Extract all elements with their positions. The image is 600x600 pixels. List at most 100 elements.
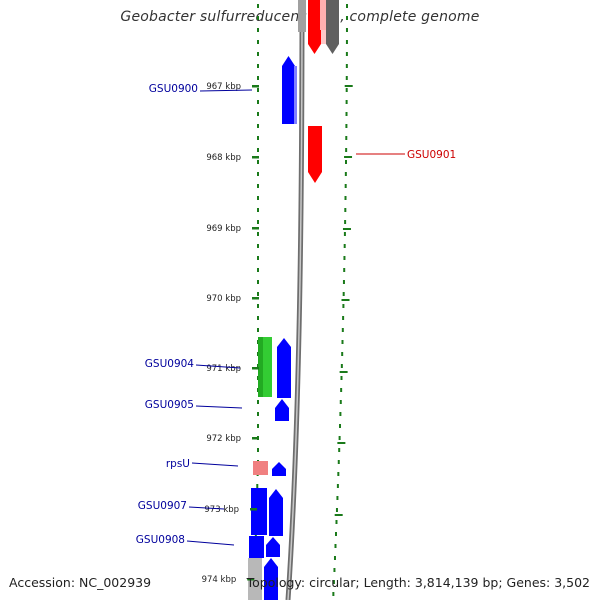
ring-dot <box>336 496 339 500</box>
ring-dot <box>257 424 259 428</box>
ring-dot <box>257 52 259 56</box>
ring-dot <box>345 136 348 140</box>
ruler-tick <box>252 156 259 159</box>
ring-dot <box>257 256 259 260</box>
position-ruler: 967 kbp 968 kbp 969 kbp 970 kbp 971 kbp 972 k… <box>202 82 259 585</box>
gene-features <box>248 56 322 600</box>
top-features <box>298 0 339 54</box>
ring-dot <box>345 40 348 44</box>
gene-label-GSU0904[interactable]: GSU0904 <box>145 358 195 370</box>
ring-dot <box>257 448 259 452</box>
top-grey-feature-left <box>298 0 306 32</box>
ring-dot <box>257 232 259 236</box>
ring-dot <box>257 316 259 320</box>
ring-dot <box>342 280 345 284</box>
ring-dot <box>257 220 259 224</box>
ring-dot <box>337 472 340 476</box>
callout-line <box>199 89 253 92</box>
ruler-tick-label: 968 kbp <box>206 153 241 163</box>
callout-line <box>188 506 225 510</box>
gene-label-rpsU[interactable]: rpsU <box>166 458 190 470</box>
gene-label-GSU0900[interactable]: GSU0900 <box>149 83 198 95</box>
ring-dot <box>257 244 259 248</box>
ring-dot <box>343 268 346 272</box>
ring-dot <box>345 88 348 92</box>
ring-dash <box>334 514 343 516</box>
ruler-tick <box>252 227 259 230</box>
ring-dot <box>336 484 339 488</box>
ring-dot <box>334 544 337 548</box>
ring-dot <box>342 292 345 296</box>
ring-dot <box>342 304 345 308</box>
genome-backbone <box>285 0 305 600</box>
ring-dot <box>257 304 259 308</box>
reverse-cds-feature <box>308 0 321 54</box>
ring-dot <box>335 520 338 524</box>
gene-rpsU-forward[interactable] <box>272 462 286 476</box>
ruler-tick-label: 970 kbp <box>206 294 241 304</box>
ring-dot <box>345 76 348 80</box>
gene-forward-bottom[interactable] <box>264 558 278 600</box>
ring-dot <box>345 148 348 152</box>
ring-dot <box>257 412 259 416</box>
ring-dot <box>257 172 259 176</box>
ring-dot <box>345 28 348 32</box>
gene-label-GSU0905[interactable]: GSU0905 <box>145 399 194 411</box>
ring-dash <box>341 299 350 301</box>
ruler-tick-label: 971 kbp <box>206 364 241 374</box>
ring-dot <box>257 292 259 296</box>
ring-dot <box>257 88 259 92</box>
gene-label-GSU0908[interactable]: GSU0908 <box>136 534 185 546</box>
ring-dot <box>257 148 259 152</box>
ring-dot <box>340 376 343 380</box>
callout-line <box>195 364 241 369</box>
ring-dot <box>256 484 259 488</box>
ring-dot <box>339 400 342 404</box>
ring-dash <box>344 156 353 158</box>
ring-dot <box>257 16 259 20</box>
gene-GSU0905[interactable] <box>275 399 289 421</box>
ring-dot <box>333 568 336 572</box>
ring-dot <box>344 220 347 224</box>
gene-GSU0908-forward[interactable] <box>266 537 280 557</box>
ring-dot <box>341 340 344 344</box>
gene-GSU0901[interactable] <box>308 126 322 183</box>
accession-text: Accession: NC_002939 <box>9 575 152 590</box>
ring-dot <box>257 40 259 44</box>
gene-callouts: GSU0900 GSU0901 GSU0904 GSU0905 rpsU GSU0907 G… <box>136 83 456 546</box>
gene-label-GSU0901[interactable]: GSU0901 <box>407 149 456 161</box>
ring-dot <box>342 316 345 320</box>
ring-dot <box>257 136 259 140</box>
ring-dot <box>340 388 343 392</box>
ring-dot <box>257 28 259 32</box>
ring-dot <box>345 112 348 116</box>
ring-dot <box>257 100 259 104</box>
ring-dot <box>339 424 342 428</box>
gene-label-GSU0907[interactable]: GSU0907 <box>138 500 187 512</box>
ruler-tick <box>247 578 255 581</box>
gene-GSU0900[interactable] <box>282 56 295 124</box>
ring-dot <box>344 208 347 212</box>
ring-dot <box>343 256 346 260</box>
ruler-tick-label: 967 kbp <box>206 82 241 92</box>
callout-line <box>186 540 235 546</box>
ring-dot <box>257 76 259 80</box>
gene-GSU0900-shade <box>294 66 297 124</box>
ring-dot <box>341 352 344 356</box>
ring-dot <box>334 532 337 536</box>
ring-dot <box>257 328 259 332</box>
ring-dot <box>257 4 259 8</box>
ring-dot <box>338 448 341 452</box>
ring-dot <box>257 400 259 404</box>
ring-dash <box>337 442 346 444</box>
gene-forward-cds-971[interactable] <box>277 338 291 398</box>
ring-dot <box>344 172 347 176</box>
gene-rpsU[interactable] <box>253 461 268 475</box>
gene-GSU0908[interactable] <box>249 536 264 558</box>
pale-feature <box>320 0 326 30</box>
gene-GSU0907[interactable] <box>251 488 267 535</box>
grey-feature-bottom <box>248 558 262 600</box>
gene-GSU0907-forward[interactable] <box>269 489 283 536</box>
